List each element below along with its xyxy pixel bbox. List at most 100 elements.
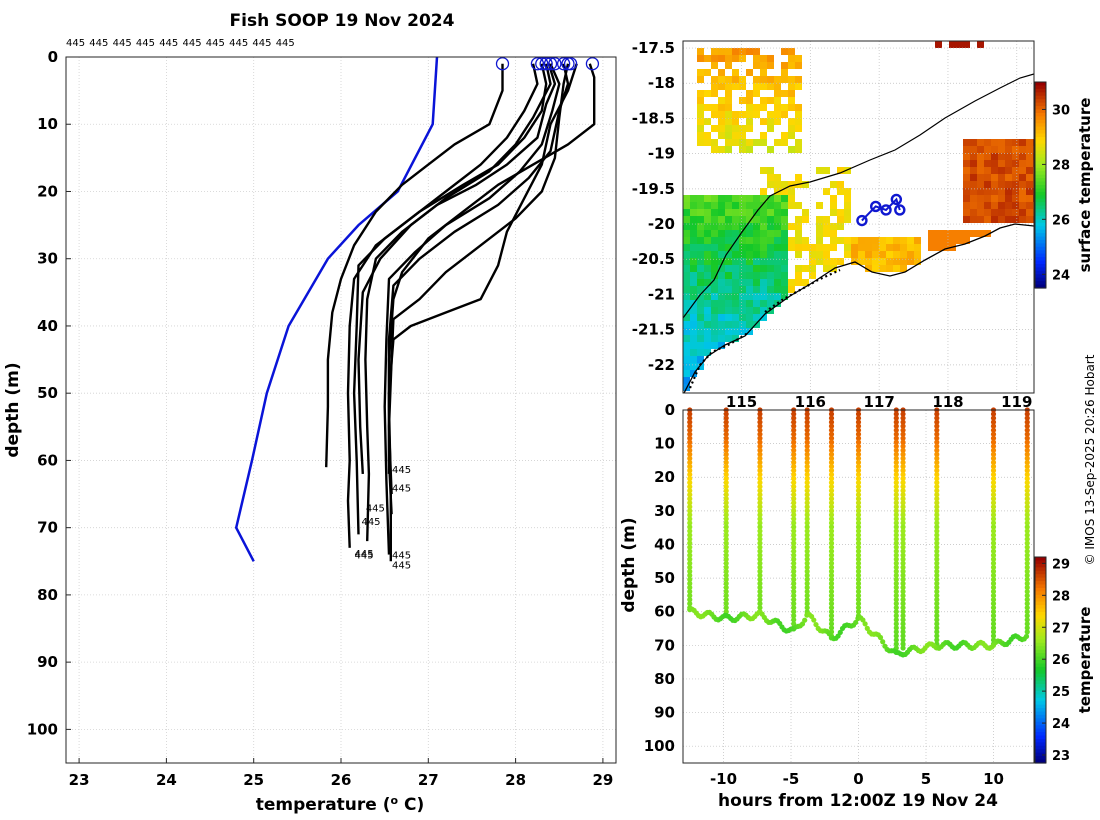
map-lon-tick-label: 116 (795, 393, 826, 411)
map-lat-tick-label: -22 (648, 356, 675, 374)
temperature-point (828, 508, 835, 514)
sst-cell (767, 167, 774, 174)
sst-cell (753, 139, 760, 146)
temp-colorbar-tick-label: 23 (1052, 749, 1070, 764)
sst-cell (991, 209, 998, 216)
sst-cell (753, 265, 760, 272)
sst-cell (746, 223, 753, 230)
temperature-point (757, 443, 763, 449)
sst-cell (984, 153, 991, 160)
sst-cell (879, 265, 886, 272)
sst-cell (1005, 167, 1012, 174)
sst-cell (774, 223, 781, 230)
temperature-point (1024, 480, 1030, 486)
sst-cell (739, 300, 746, 307)
temperature-point (990, 492, 997, 498)
temperature-point (934, 504, 940, 510)
temperature-point (855, 592, 862, 599)
sst-cell (949, 237, 956, 244)
temperature-point (723, 564, 729, 570)
sst-cell (739, 76, 746, 83)
temperature-point (893, 471, 899, 478)
temperature-point (828, 427, 835, 433)
temperature-point (934, 572, 940, 579)
sst-cell (746, 307, 753, 314)
sst-cell (711, 55, 718, 62)
temperature-point (757, 415, 763, 421)
sst-cell (690, 265, 697, 272)
sst-cell (718, 118, 725, 125)
temperature-point (934, 556, 940, 562)
sst-cell (732, 328, 739, 335)
sst-cell (760, 209, 767, 216)
sst-cell (774, 272, 781, 279)
sst-cell (774, 279, 781, 286)
sst-cell (718, 307, 725, 314)
sst-cell (746, 265, 753, 272)
temperature-point (791, 471, 797, 478)
temperature-point (934, 524, 940, 530)
temperature-point (804, 439, 810, 445)
sst-cell (711, 251, 718, 258)
temperature-point (791, 605, 797, 611)
sst-cell (704, 90, 711, 97)
sst-cell (837, 258, 844, 265)
temperature-point (757, 576, 763, 583)
sst-cell (690, 237, 697, 244)
temperature-point (757, 459, 763, 466)
sst-cell (984, 188, 991, 195)
sst-cell (753, 279, 760, 286)
temperature-point (855, 484, 862, 490)
temperature-point (804, 419, 810, 425)
sst-cell (704, 216, 711, 223)
temperature-point (723, 492, 729, 498)
temperature-point (934, 580, 940, 587)
sst-cell (774, 111, 781, 118)
sst-cell (739, 139, 746, 146)
temperature-point (934, 576, 940, 583)
temperature-point (687, 451, 693, 457)
sst-cell (725, 279, 732, 286)
temperature-point (687, 443, 693, 449)
sst-cell (718, 76, 725, 83)
sst-cell (732, 55, 739, 62)
sst-cell (823, 223, 830, 230)
sst-cell (781, 244, 788, 251)
temperature-profile-9 (387, 63, 596, 474)
profile-y-tick-label: 30 (37, 250, 58, 268)
sst-cell (760, 216, 767, 223)
sst-cell (795, 237, 802, 244)
temperature-profile-5 (364, 63, 557, 542)
temperature-point (855, 605, 862, 611)
temperature-point (804, 572, 810, 579)
sst-cell (802, 244, 809, 251)
temperature-point (723, 411, 729, 417)
profile-x-label: temperature (o C) (256, 794, 425, 815)
temperature-point (828, 439, 835, 445)
temperature-point (893, 637, 899, 643)
sst-cell (725, 286, 732, 293)
sst-cell (774, 97, 781, 104)
sst-cell (1005, 160, 1012, 167)
sst-cell (704, 195, 711, 202)
temp-colorbar-segment (1035, 629, 1046, 634)
sst-cell (984, 230, 991, 237)
profile-x-tick-label: 29 (592, 771, 613, 789)
temperature-point (934, 480, 940, 486)
sst-cell (907, 237, 914, 244)
temperature-point (855, 560, 862, 566)
sst-cell (739, 258, 746, 265)
temperature-point (687, 532, 693, 538)
sst-cell (739, 111, 746, 118)
sst-cell (697, 335, 704, 342)
temperature-point (990, 536, 997, 542)
temperature-point (900, 609, 906, 615)
sst-cell (697, 139, 704, 146)
temperature-point (828, 480, 835, 486)
temperature-point (893, 580, 899, 587)
sst-cell (739, 132, 746, 139)
surface-marker (495, 57, 510, 71)
temperature-point (1024, 601, 1030, 607)
temp-colorbar-segment (1035, 725, 1046, 730)
sst-cell (963, 209, 970, 216)
